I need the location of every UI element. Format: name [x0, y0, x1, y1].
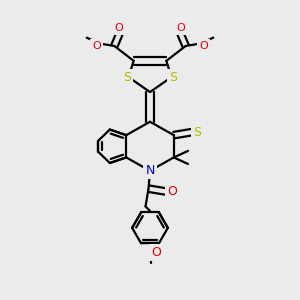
Text: O: O	[167, 185, 177, 198]
Text: O: O	[115, 23, 124, 33]
Text: S: S	[123, 71, 131, 84]
Text: O: O	[176, 23, 185, 33]
Text: N: N	[145, 164, 155, 177]
Text: O: O	[199, 41, 208, 51]
Text: S: S	[169, 71, 177, 84]
Text: O: O	[92, 41, 101, 51]
Text: O: O	[151, 246, 161, 259]
Text: S: S	[193, 126, 201, 139]
